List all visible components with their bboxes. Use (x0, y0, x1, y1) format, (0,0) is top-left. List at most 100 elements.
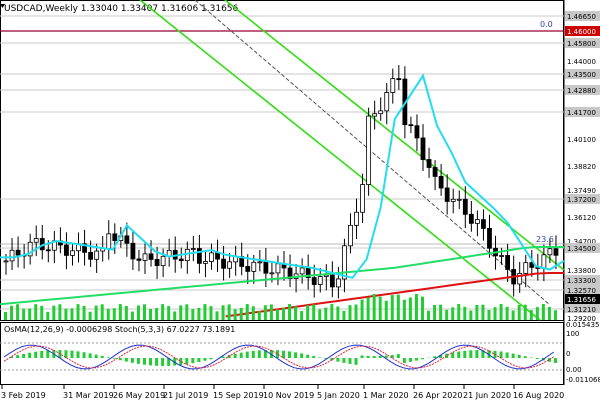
svg-text:3 Feb 2019: 3 Feb 2019 (1, 391, 46, 400)
svg-text:21 Jul 2019: 21 Jul 2019 (163, 391, 208, 400)
candle (94, 250, 100, 260)
candle (45, 249, 51, 252)
menu-triangle-icon[interactable] (0, 4, 5, 8)
price-axis: 1.46650 1.46000 1.45800 1.44000 1.43500 1.428… (565, 11, 600, 323)
candle (487, 228, 492, 249)
candle (148, 253, 154, 260)
candle (88, 251, 94, 260)
candle (263, 261, 269, 274)
svg-text:31 Mar 2019: 31 Mar 2019 (63, 391, 114, 400)
candle (354, 211, 359, 226)
candle (275, 263, 281, 274)
candle (287, 267, 293, 279)
candle (3, 260, 9, 263)
svg-text:100: 100 (566, 330, 579, 338)
svg-text:26 May 2019: 26 May 2019 (113, 391, 165, 400)
candle (372, 113, 378, 117)
price-label: 1.33300 (567, 277, 596, 285)
indicator-label: OsMA(12,26,9) -0.0006298 Stoch(5,3,3) 67… (4, 325, 235, 334)
svg-text:10 Nov 2019: 10 Nov 2019 (263, 391, 314, 400)
ma-mid-line[interactable] (0, 246, 564, 306)
price-label: 1.40100 (567, 136, 596, 144)
candle (269, 272, 275, 275)
candle (33, 238, 39, 243)
price-label: 1.29200 (567, 315, 596, 323)
channel-line-middle[interactable] (194, 0, 551, 306)
candle (82, 243, 87, 253)
fib-0-label: 0.0 (540, 20, 553, 29)
candle (547, 248, 553, 256)
candle (178, 258, 184, 262)
candle (360, 184, 365, 213)
candle (438, 176, 444, 189)
candle (432, 167, 438, 177)
candle (299, 267, 305, 275)
price-label: 1.43500 (567, 71, 596, 79)
svg-text:26 Apr 2020: 26 Apr 2020 (413, 391, 462, 400)
price-label: 1.34500 (567, 245, 596, 253)
candle (203, 261, 208, 264)
candle (444, 187, 450, 202)
price-label: 1.41700 (567, 109, 596, 117)
candle (245, 266, 251, 272)
ma-fast-line[interactable] (0, 73, 565, 279)
candle (390, 78, 396, 93)
price-label: 1.31210 (567, 306, 596, 314)
candle (456, 198, 462, 201)
channel-line-upper[interactable] (224, 0, 565, 271)
candle (112, 233, 118, 241)
price-label: 1.31656 (567, 296, 596, 304)
candle (541, 254, 547, 269)
price-label: 1.37200 (567, 196, 596, 204)
channel-line-lower[interactable] (139, 0, 541, 321)
candle (553, 248, 559, 256)
price-label: 1.38820 (567, 163, 596, 171)
candle (426, 159, 432, 168)
candle (317, 276, 323, 285)
candle (414, 125, 420, 139)
svg-text:21 Jun 2020: 21 Jun 2020 (463, 391, 511, 400)
candle (462, 198, 468, 215)
svg-text:1 Mar 2020: 1 Mar 2020 (363, 391, 409, 400)
horizontal-levels (0, 15, 564, 310)
fib-23-label: 23.6 (536, 235, 554, 244)
candle (190, 248, 196, 250)
candle (160, 255, 166, 267)
price-label: 1.37490 (567, 187, 596, 195)
candle (15, 249, 21, 256)
candle (70, 250, 75, 256)
candle (106, 233, 112, 249)
svg-text:0.015435: 0.015435 (566, 321, 599, 329)
candle (130, 242, 136, 260)
volume-bars (4, 294, 557, 320)
candle (136, 258, 142, 261)
price-label: 1.45800 (567, 40, 596, 48)
candle (517, 273, 523, 285)
price-label: 1.33800 (567, 267, 596, 275)
candle (499, 255, 504, 257)
stoch-signal-line[interactable] (3, 345, 555, 369)
svg-text:-0.011068: -0.011068 (566, 376, 600, 384)
candle (348, 224, 353, 247)
candle (196, 248, 202, 264)
candle (124, 235, 130, 244)
candle (396, 78, 402, 81)
candle (384, 92, 390, 112)
price-label: 1.46000 (567, 28, 596, 36)
svg-text:5 Jan 2020: 5 Jan 2020 (317, 391, 360, 400)
candle (251, 261, 257, 272)
candle (505, 255, 511, 270)
candle (323, 274, 329, 277)
svg-text:0.00: 0.00 (566, 366, 582, 374)
price-label: 1.34700 (567, 238, 596, 246)
candle (450, 198, 456, 202)
candle (408, 124, 414, 127)
stoch-main-line[interactable] (3, 344, 555, 370)
candle (523, 262, 529, 274)
candle (474, 219, 480, 224)
svg-text:0: 0 (566, 350, 570, 358)
candle (142, 253, 148, 261)
candle (468, 213, 474, 224)
